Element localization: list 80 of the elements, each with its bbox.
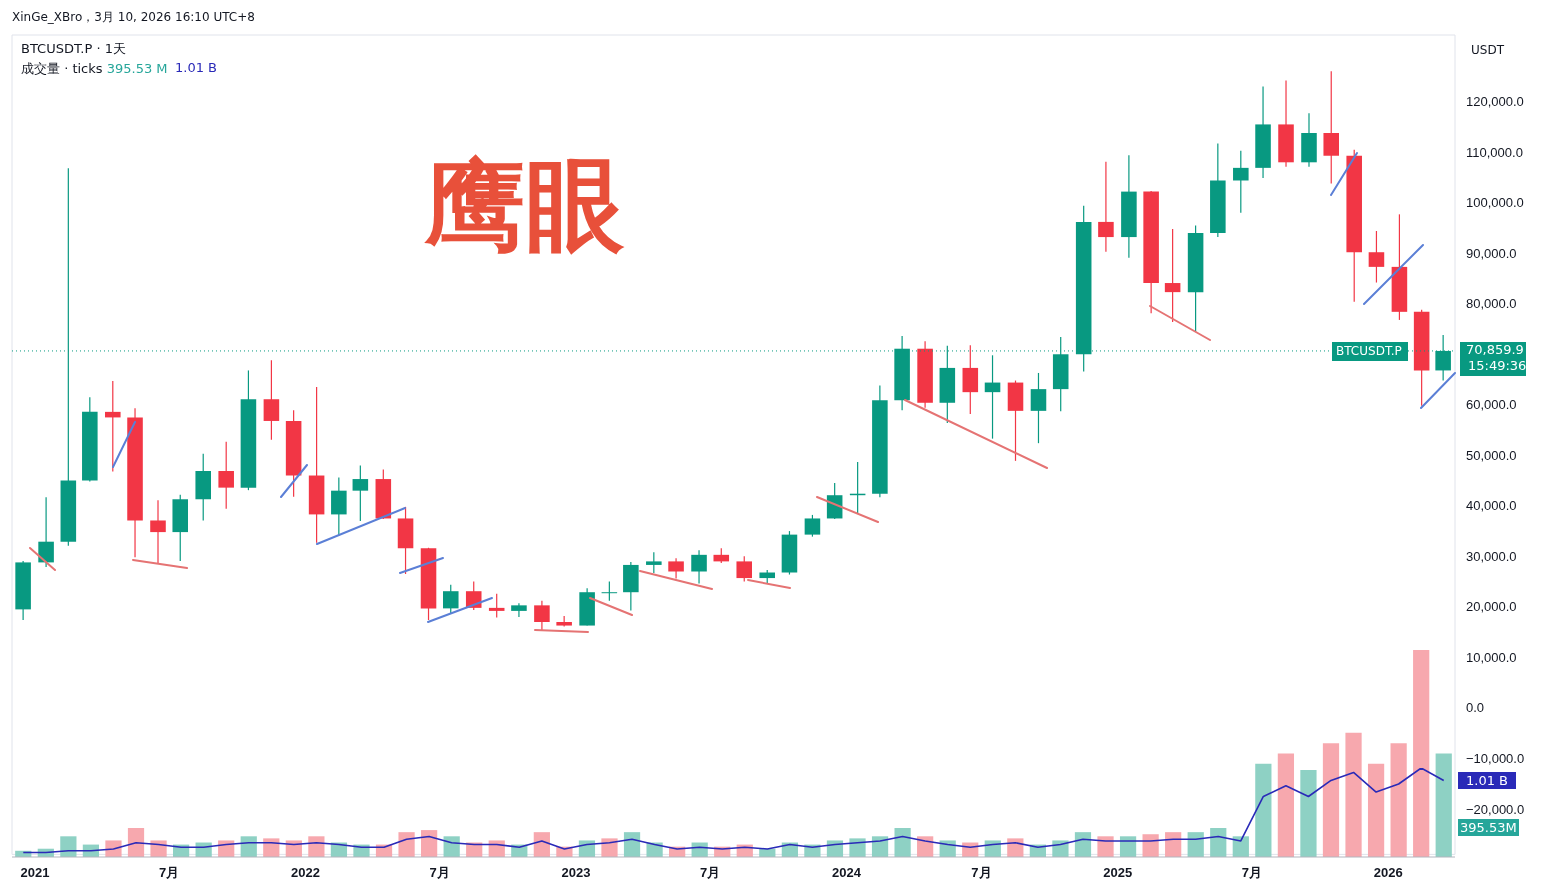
bar	[1435, 753, 1452, 857]
candlestick	[1368, 230, 1385, 284]
y-tick-label: 20,000.0	[1466, 599, 1517, 615]
candlestick	[1164, 228, 1181, 323]
x-tick-label: 2022	[291, 864, 320, 880]
candlestick	[1030, 372, 1047, 444]
bar	[1255, 763, 1272, 857]
candlestick	[984, 354, 1001, 440]
y-tick-label: 100,000.0	[1466, 195, 1524, 211]
candlestick	[488, 593, 505, 619]
candlestick	[691, 549, 707, 585]
candlestick	[646, 551, 662, 574]
bar	[1390, 743, 1407, 857]
candlestick	[150, 499, 166, 565]
candlestick	[352, 464, 369, 522]
y-tick-label: 30,000.0	[1466, 548, 1517, 564]
candlestick	[1323, 70, 1340, 185]
y-tick-label: −10,000.0	[1466, 751, 1525, 766]
x-tick-label: 7月	[159, 864, 180, 880]
candlestick	[263, 359, 280, 441]
bar	[601, 838, 618, 857]
candlestick	[331, 476, 347, 537]
bar	[308, 836, 325, 857]
y-tick-label: 110,000.0	[1466, 144, 1523, 160]
x-tick-label: 7月	[1241, 864, 1263, 880]
candlestick	[1233, 150, 1249, 214]
text: 1.01 B	[1458, 772, 1516, 789]
bar	[105, 840, 122, 857]
bar	[398, 832, 415, 857]
candlestick	[105, 380, 121, 473]
chart-title: 成交量 · ticks	[21, 61, 103, 76]
y-tick-label: 80,000.0	[1466, 296, 1517, 312]
text: XinGe_XBro，3月 10, 2026 16:10 UTC+8	[12, 9, 255, 26]
candlestick	[804, 514, 821, 538]
ref-line-label: 70,859.9 15:49:36	[1466, 342, 1527, 374]
y-tick-label: 90,000.0	[1466, 245, 1517, 261]
candlestick	[442, 584, 459, 615]
bar	[1300, 770, 1317, 857]
candlestick	[668, 557, 684, 580]
annotation: 395.53 M	[106, 61, 168, 76]
y-tick-label: 50,000.0	[1466, 447, 1517, 463]
bar	[1097, 836, 1114, 857]
candlestick	[1098, 161, 1114, 253]
x-tick-label: 2023	[561, 864, 591, 880]
x-tick-label: 2021	[20, 864, 50, 880]
candlestick	[511, 602, 527, 618]
bar	[1322, 743, 1340, 857]
candlestick	[556, 615, 572, 628]
x-tick-label: 7月	[429, 864, 450, 880]
bar	[1210, 828, 1227, 857]
text: BTCUSDT.P · 1天	[21, 40, 126, 58]
y-tick-label: 120,000.0	[1466, 94, 1524, 110]
x-tick-label: 7月	[971, 864, 992, 880]
candlestick	[534, 600, 550, 632]
x-tick-label: 2025	[1103, 864, 1133, 880]
bar	[1345, 732, 1362, 857]
x-tick-label: 7月	[700, 864, 721, 880]
candlestick	[736, 555, 753, 583]
y-tick-label: 0.0	[1466, 700, 1485, 716]
annotation: 鹰眼	[425, 146, 625, 266]
y-tick-label: 10,000.0	[1466, 649, 1517, 665]
candlestick	[38, 496, 54, 568]
bar	[150, 840, 167, 857]
y-tick-label: 60,000.0	[1466, 397, 1517, 413]
candlestick	[601, 581, 618, 602]
annotation: BTCUSDT.P	[1336, 344, 1402, 359]
bar	[1413, 650, 1430, 857]
bar	[894, 828, 911, 857]
y-axis-title: USDT	[1471, 43, 1504, 57]
bar	[1367, 763, 1385, 857]
x-tick-label: 2024	[832, 864, 862, 880]
bar	[849, 838, 866, 857]
annotation: 1.01 B	[175, 60, 217, 75]
x-tick-label: 2026	[1373, 864, 1403, 880]
bar	[1052, 840, 1069, 857]
y-tick-label: 40,000.0	[1466, 498, 1517, 514]
text: 395.53M	[1458, 819, 1519, 836]
candlestick	[218, 441, 234, 510]
y-tick-label: −20,000.0	[1466, 801, 1525, 817]
bar	[1277, 753, 1295, 857]
